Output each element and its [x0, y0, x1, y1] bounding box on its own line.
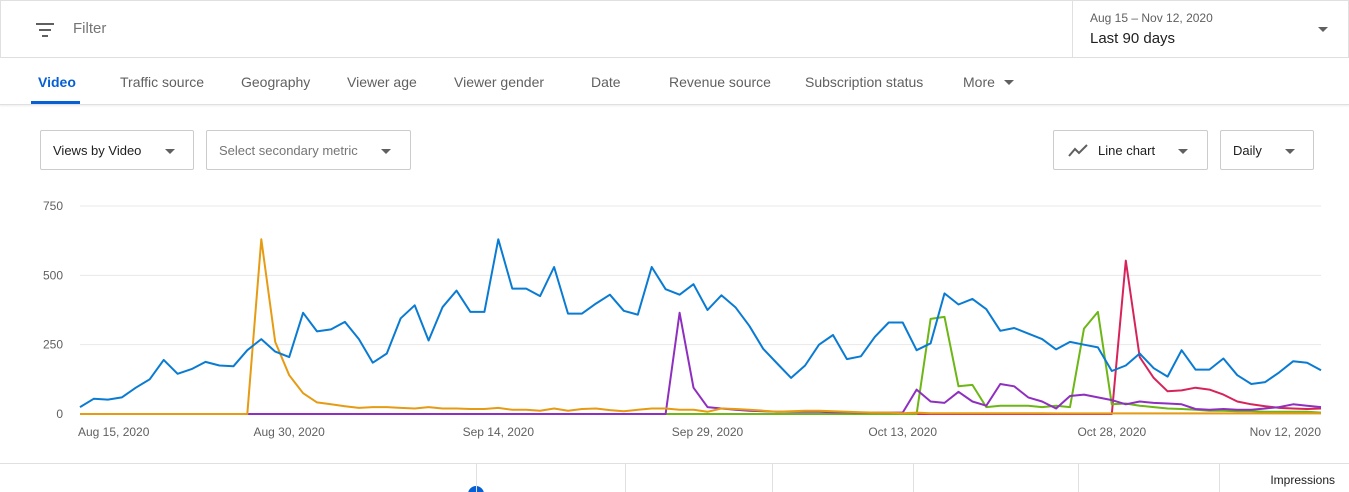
filter-input[interactable] [73, 20, 473, 37]
table-header-strip: Impressions [0, 463, 1349, 492]
series-line[interactable] [80, 238, 1321, 415]
top-bar: Aug 15 – Nov 12, 2020 Last 90 days [0, 0, 1349, 59]
x-tick-label: Sep 29, 2020 [672, 425, 744, 439]
chevron-down-icon [1178, 149, 1188, 154]
tab-geography[interactable]: Geography [241, 74, 311, 90]
chart-type-dropdown[interactable]: Line chart [1053, 130, 1208, 170]
table-column [625, 464, 772, 492]
secondary-metric-label: Select secondary metric [219, 143, 358, 158]
line-chart-icon [1068, 144, 1088, 157]
x-tick-label: Sep 14, 2020 [463, 425, 535, 439]
views-line-chart: 0 250 500 750 Aug 15, 2020 Aug 30, 2020 Sep 14… [43, 199, 1322, 439]
tab-viewer-age[interactable]: Viewer age [347, 74, 417, 90]
chevron-down-icon [165, 149, 175, 154]
secondary-metric-dropdown[interactable]: Select secondary metric [206, 130, 411, 170]
chevron-down-icon [381, 149, 391, 154]
interval-label: Daily [1233, 143, 1262, 158]
chevron-down-icon [1318, 27, 1328, 32]
tab-more-label: More [963, 74, 995, 90]
series-line[interactable] [80, 311, 1322, 415]
tab-revenue-source[interactable]: Revenue source [669, 74, 771, 90]
table-column [913, 464, 1078, 492]
tab-more[interactable]: More [963, 74, 1014, 90]
table-column [772, 464, 913, 492]
y-tick-label: 500 [43, 268, 63, 282]
chevron-down-icon [1003, 80, 1014, 85]
y-tick-label: 0 [56, 407, 63, 421]
tab-viewer-gender[interactable]: Viewer gender [454, 74, 545, 90]
date-period: Last 90 days [1090, 30, 1176, 47]
x-tick-label: Nov 12, 2020 [1250, 425, 1322, 439]
y-tick-label: 250 [43, 338, 63, 352]
tab-video[interactable]: Video [38, 74, 76, 90]
filter-icon[interactable] [35, 21, 55, 39]
active-tab-indicator [31, 101, 80, 104]
interval-dropdown[interactable]: Daily [1220, 130, 1314, 170]
date-range-picker[interactable]: Aug 15 – Nov 12, 2020 Last 90 days [1072, 1, 1349, 59]
metric-dropdown-label: Views by Video [53, 143, 142, 158]
table-column [1078, 464, 1219, 492]
x-tick-label: Aug 30, 2020 [253, 425, 325, 439]
x-tick-label: Oct 28, 2020 [1077, 425, 1146, 439]
dimension-tabs: Video Traffic source Geography Viewer ag… [0, 58, 1349, 105]
x-tick-label: Oct 13, 2020 [868, 425, 937, 439]
column-header-impressions: Impressions [1270, 473, 1335, 487]
x-tick-label: Aug 15, 2020 [78, 425, 150, 439]
series-line[interactable] [80, 259, 1322, 415]
y-tick-label: 750 [43, 199, 63, 213]
series-line[interactable] [79, 238, 1322, 408]
tab-date[interactable]: Date [591, 74, 621, 90]
chevron-down-icon [1285, 149, 1295, 154]
tab-subscription-status[interactable]: Subscription status [805, 74, 924, 90]
tab-traffic-source[interactable]: Traffic source [120, 74, 205, 90]
table-column [476, 464, 625, 492]
metric-dropdown[interactable]: Views by Video [40, 130, 194, 170]
chart-type-label: Line chart [1098, 143, 1156, 158]
table-column[interactable]: Impressions [1219, 464, 1349, 492]
date-range-text: Aug 15 – Nov 12, 2020 [1090, 11, 1213, 25]
